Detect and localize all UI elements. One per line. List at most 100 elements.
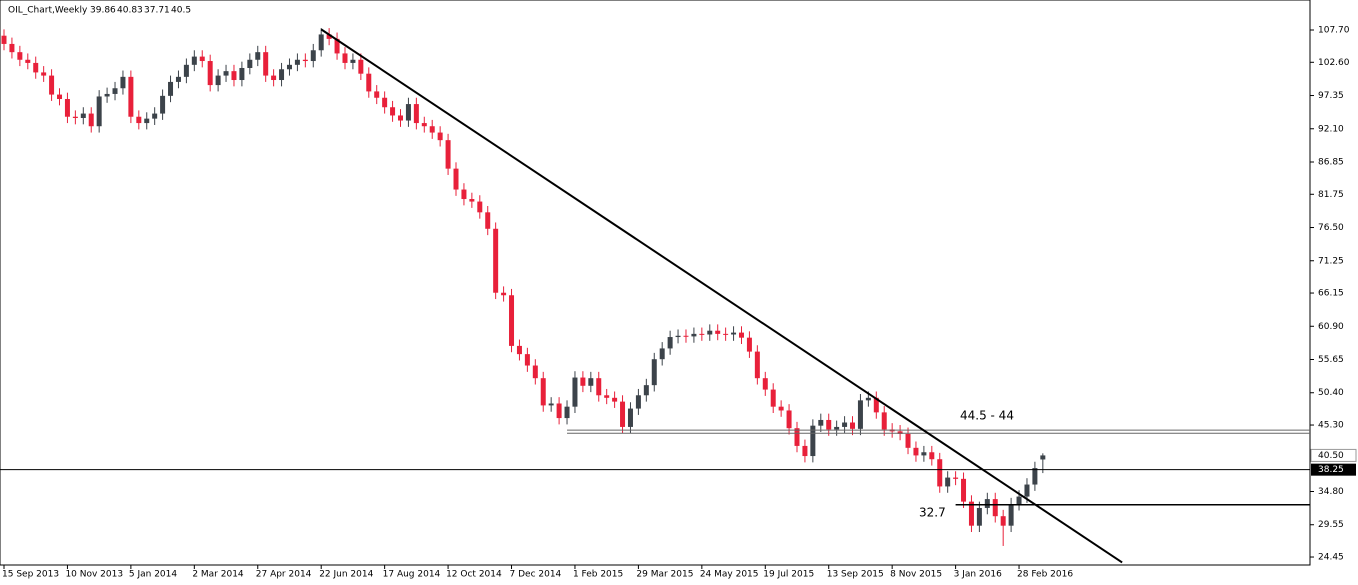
x-tick-label: 8 Nov 2015 xyxy=(890,570,942,580)
trend-line xyxy=(320,28,1123,564)
candle-body xyxy=(294,59,300,65)
candle-body xyxy=(604,395,610,398)
candle-body xyxy=(961,478,967,502)
candle-body xyxy=(223,71,229,76)
candle-body xyxy=(643,385,649,396)
x-tick-label: 3 Jan 2016 xyxy=(954,570,1002,580)
y-tick-label: 50.40 xyxy=(1318,388,1344,398)
candle-body xyxy=(96,96,102,127)
x-tick-label: 15 Sep 2013 xyxy=(2,570,59,580)
candle-body xyxy=(627,408,633,427)
candle-body xyxy=(485,212,491,229)
candle-body xyxy=(17,52,23,60)
x-tick-label: 28 Feb 2016 xyxy=(1017,570,1073,580)
y-tick-label: 60.90 xyxy=(1318,322,1344,332)
candle-body xyxy=(461,189,467,200)
candle-body xyxy=(564,406,570,419)
candle-body xyxy=(104,93,110,97)
candle-body xyxy=(112,88,118,94)
candle-body xyxy=(1008,504,1014,526)
candle-body xyxy=(953,477,959,479)
candle-body xyxy=(794,428,800,446)
candle-body xyxy=(271,75,277,81)
candle-body xyxy=(667,337,673,349)
x-tick-label: 5 Jan 2014 xyxy=(129,570,177,580)
ohlc-close: 40.5 xyxy=(171,6,191,16)
candle-body xyxy=(152,113,158,119)
candle-body xyxy=(984,499,990,508)
candle-body xyxy=(596,378,602,396)
candle-body xyxy=(255,52,261,60)
y-tick-label: 24.45 xyxy=(1318,553,1344,563)
candle-body xyxy=(699,333,705,335)
candle-body xyxy=(183,64,189,77)
candle-body xyxy=(25,59,31,63)
candle-body xyxy=(818,419,824,426)
candle-body xyxy=(57,94,63,100)
candle-body xyxy=(572,377,578,407)
candle-body xyxy=(310,50,316,62)
candle-body xyxy=(723,333,729,335)
x-tick-label: 19 Jul 2015 xyxy=(763,570,814,580)
candle-body xyxy=(921,452,927,456)
candle-body xyxy=(588,378,594,386)
candle-body xyxy=(136,116,142,124)
candle-body xyxy=(279,69,285,81)
candle-body xyxy=(540,378,546,406)
x-tick-label: 10 Nov 2013 xyxy=(65,570,123,580)
candle-body xyxy=(263,52,269,76)
candle-body xyxy=(390,107,396,116)
candle-body xyxy=(905,433,911,448)
y-tick-label: 71.25 xyxy=(1318,256,1344,266)
candle-body xyxy=(120,76,126,89)
candle-body xyxy=(366,73,372,92)
candle-body xyxy=(842,422,848,427)
price-tag-label: 38.25 xyxy=(1318,465,1344,475)
y-tick-label: 34.80 xyxy=(1318,487,1344,497)
candle-body xyxy=(398,115,403,121)
candle-body xyxy=(873,397,879,413)
candle-body xyxy=(302,59,308,62)
candle-body xyxy=(445,140,451,169)
candle-body xyxy=(556,403,562,419)
candle-body xyxy=(881,412,887,430)
candle-body xyxy=(342,53,348,63)
candle-body xyxy=(437,132,443,141)
candle-body xyxy=(128,76,134,117)
candle-body xyxy=(231,71,237,81)
candle-body xyxy=(707,330,713,335)
candle-body xyxy=(802,445,808,457)
ohlc-high: 40.83 xyxy=(117,6,143,16)
x-tick-label: 22 Jun 2014 xyxy=(319,570,373,580)
candle-body xyxy=(1040,455,1046,460)
candle-body xyxy=(413,104,419,124)
candle-body xyxy=(175,76,181,82)
candle-body xyxy=(405,104,411,121)
candle-body xyxy=(826,419,832,430)
candle-body xyxy=(350,59,356,63)
candle-body xyxy=(88,113,94,127)
candle-body xyxy=(160,95,166,114)
candle-body xyxy=(612,397,618,402)
candle-body xyxy=(857,400,863,429)
candle-body xyxy=(191,56,197,65)
candle-body xyxy=(691,333,697,337)
y-tick-label: 55.65 xyxy=(1318,355,1344,365)
candle-body xyxy=(810,425,816,457)
candle-body xyxy=(913,447,919,456)
candle-body xyxy=(1000,516,1006,526)
price-tag xyxy=(1311,463,1356,476)
candle-body xyxy=(1032,468,1038,485)
candle-body xyxy=(477,201,483,213)
candle-body xyxy=(326,34,332,39)
candle-body xyxy=(33,62,39,73)
candle-body xyxy=(41,72,47,76)
x-tick-label: 17 Aug 2014 xyxy=(383,570,441,580)
candle-body xyxy=(976,507,982,526)
plot-area xyxy=(0,0,1311,566)
candle-body xyxy=(429,126,435,133)
x-tick-label: 13 Sep 2015 xyxy=(827,570,884,580)
y-tick-label: 97.35 xyxy=(1318,91,1344,101)
candle-body xyxy=(635,395,641,409)
